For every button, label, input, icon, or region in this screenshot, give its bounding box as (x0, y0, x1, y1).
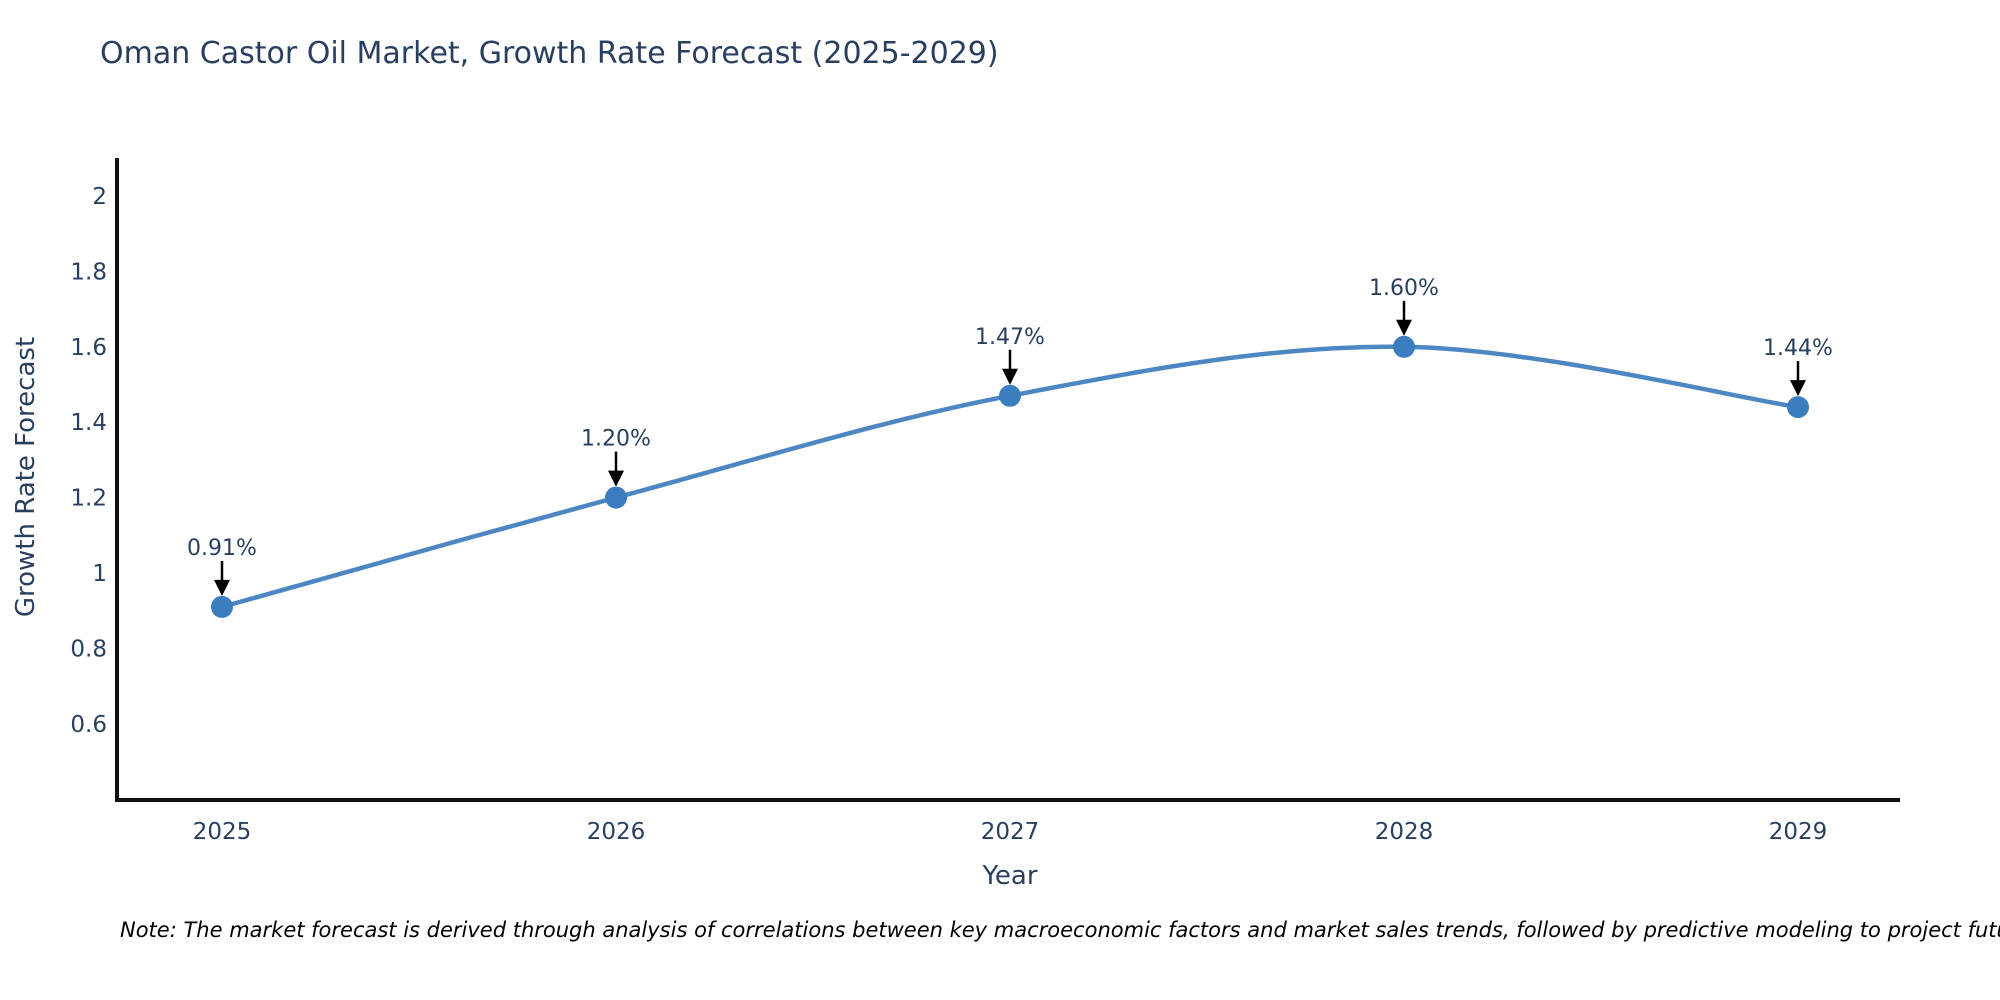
y-tick-label: 1.4 (70, 410, 107, 436)
y-tick-label: 1.2 (70, 486, 107, 512)
chart-title: Oman Castor Oil Market, Growth Rate Fore… (100, 36, 999, 71)
y-tick-label: 1 (92, 561, 107, 587)
plot-area: 2 1.8 1.6 1.4 1.2 1 0.8 0.6 2025 2026 2027 2028 2029… (70, 158, 1900, 845)
y-axis-title: Growth Rate Forecast (11, 337, 41, 617)
point-value-label: 1.44% (1763, 336, 1833, 361)
data-point-2025 (211, 595, 233, 618)
annotation-arrowhead-icon (214, 579, 230, 596)
x-tick-label: 2026 (587, 819, 646, 845)
y-tick-label: 0.6 (70, 712, 107, 738)
data-point-2027 (999, 384, 1021, 407)
y-tick-label: 1.8 (70, 259, 107, 285)
point-value-label: 1.47% (975, 325, 1045, 350)
point-value-label: 0.91% (187, 536, 257, 561)
point-value-label: 1.20% (581, 427, 651, 452)
data-point-2026 (605, 486, 627, 509)
point-value-label: 1.60% (1369, 276, 1439, 301)
annotation-arrowhead-icon (1002, 368, 1018, 385)
data-point-2028 (1393, 335, 1415, 358)
y-tick-label: 0.8 (70, 636, 107, 662)
annotation-arrowhead-icon (1790, 380, 1806, 397)
x-tick-label: 2028 (1375, 819, 1434, 845)
annotation-arrowhead-icon (1396, 319, 1412, 336)
annotation-arrowhead-icon (608, 470, 624, 487)
x-axis-title: Year (981, 861, 1037, 891)
x-tick-label: 2027 (981, 819, 1040, 845)
x-tick-label: 2025 (193, 819, 252, 845)
x-tick-label: 2029 (1769, 819, 1828, 845)
data-point-2029 (1787, 396, 1809, 419)
chart-footnote: Note: The market forecast is derived thr… (120, 918, 2000, 942)
y-tick-label: 2 (92, 184, 107, 210)
y-tick-label: 1.6 (70, 335, 107, 361)
